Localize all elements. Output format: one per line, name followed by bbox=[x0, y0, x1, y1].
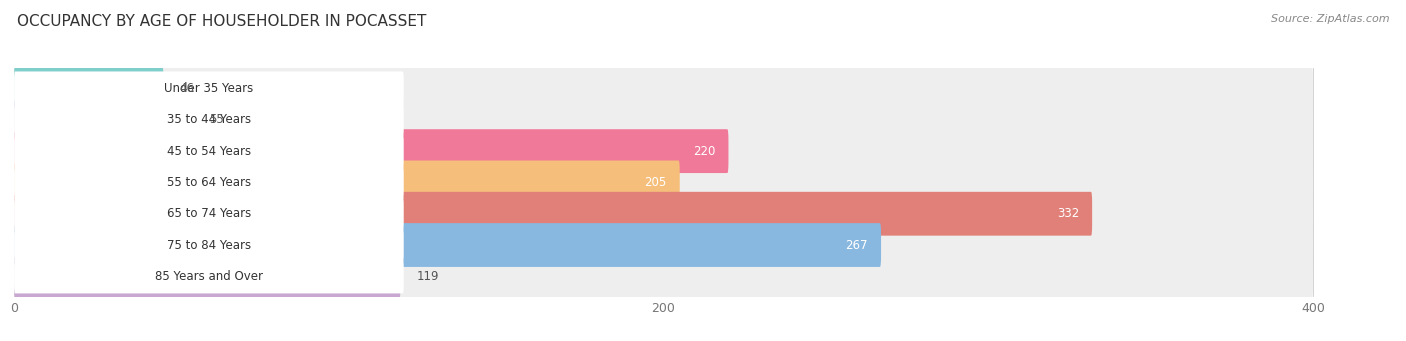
Text: 45 to 54 Years: 45 to 54 Years bbox=[167, 145, 250, 158]
FancyBboxPatch shape bbox=[14, 254, 1313, 298]
FancyBboxPatch shape bbox=[14, 228, 404, 262]
Text: OCCUPANCY BY AGE OF HOUSEHOLDER IN POCASSET: OCCUPANCY BY AGE OF HOUSEHOLDER IN POCAS… bbox=[17, 14, 426, 29]
Text: 85 Years and Over: 85 Years and Over bbox=[155, 270, 263, 283]
Text: 332: 332 bbox=[1057, 207, 1080, 220]
FancyBboxPatch shape bbox=[14, 66, 1313, 110]
FancyBboxPatch shape bbox=[14, 161, 679, 204]
FancyBboxPatch shape bbox=[14, 223, 882, 267]
FancyBboxPatch shape bbox=[14, 134, 404, 168]
FancyBboxPatch shape bbox=[14, 103, 404, 137]
Text: 119: 119 bbox=[416, 270, 439, 283]
Text: 220: 220 bbox=[693, 145, 716, 158]
Text: Under 35 Years: Under 35 Years bbox=[165, 82, 253, 95]
Text: 55 to 64 Years: 55 to 64 Years bbox=[167, 176, 250, 189]
FancyBboxPatch shape bbox=[14, 192, 1092, 236]
FancyBboxPatch shape bbox=[14, 98, 1313, 142]
FancyBboxPatch shape bbox=[14, 165, 404, 199]
FancyBboxPatch shape bbox=[14, 161, 1313, 204]
FancyBboxPatch shape bbox=[14, 129, 728, 173]
FancyBboxPatch shape bbox=[14, 254, 401, 298]
FancyBboxPatch shape bbox=[14, 129, 1313, 173]
FancyBboxPatch shape bbox=[14, 197, 404, 231]
Text: 46: 46 bbox=[180, 82, 194, 95]
FancyBboxPatch shape bbox=[14, 259, 404, 293]
FancyBboxPatch shape bbox=[14, 192, 1313, 236]
Text: 205: 205 bbox=[644, 176, 666, 189]
Text: Source: ZipAtlas.com: Source: ZipAtlas.com bbox=[1271, 14, 1389, 24]
FancyBboxPatch shape bbox=[14, 223, 1313, 267]
Text: 65 to 74 Years: 65 to 74 Years bbox=[167, 207, 252, 220]
Text: 75 to 84 Years: 75 to 84 Years bbox=[167, 239, 250, 252]
FancyBboxPatch shape bbox=[14, 72, 404, 106]
Text: 267: 267 bbox=[845, 239, 868, 252]
FancyBboxPatch shape bbox=[14, 98, 193, 142]
FancyBboxPatch shape bbox=[14, 66, 163, 110]
Text: 55: 55 bbox=[209, 113, 224, 126]
Text: 35 to 44 Years: 35 to 44 Years bbox=[167, 113, 250, 126]
